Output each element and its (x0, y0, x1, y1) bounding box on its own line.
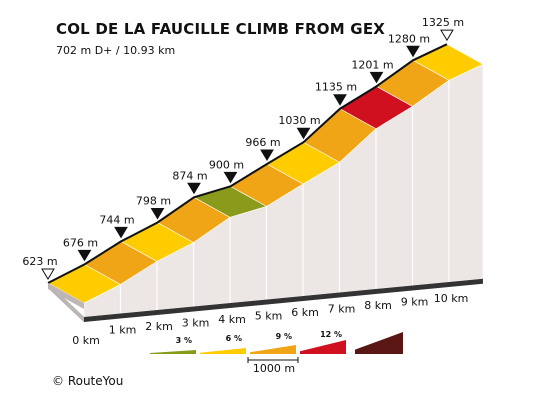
km-tick-label-8: 8 km (364, 299, 392, 312)
km-tick-label-2: 2 km (145, 320, 173, 333)
elevation-label-5: 900 m (209, 158, 244, 171)
elevation-marker-10 (406, 45, 420, 58)
legend-ramp-4 (355, 332, 403, 354)
legend-label-0: 3 % (176, 336, 192, 345)
chart-subtitle: 702 m D+ / 10.93 km (56, 44, 176, 57)
elevation-marker-5 (223, 171, 238, 184)
elevation-label-3: 798 m (136, 195, 171, 208)
elevation-marker-6 (260, 149, 274, 161)
elevation-marker-4 (187, 182, 201, 195)
profile-top-edge (47, 43, 448, 284)
legend-ramp-3 (300, 340, 346, 354)
km-tick-label-10: 10 km (434, 292, 469, 305)
km-tick-label-4: 4 km (218, 313, 246, 326)
elevation-label-10: 1280 m (388, 32, 430, 45)
km-tick-label-7: 7 km (328, 303, 356, 316)
km-tick-label-9: 9 km (401, 296, 429, 309)
elevation-marker-11 (440, 29, 454, 42)
legend-scale-label: 1000 m (253, 362, 295, 375)
legend-label-3: 12 % (320, 330, 342, 339)
legend-label-2: 9 % (276, 332, 292, 341)
km-tick-label-3: 3 km (182, 317, 210, 330)
elevation-marker-1 (77, 249, 92, 262)
elevation-label-1: 676 m (63, 236, 98, 249)
legend-label-1: 6 % (226, 334, 242, 343)
elevation-label-0: 623 m (22, 255, 57, 268)
km-tick-label-1: 1 km (109, 324, 137, 337)
elevation-marker-8 (333, 94, 347, 106)
profile-start-cap (48, 283, 84, 309)
elevation-marker-0 (41, 268, 55, 280)
elevation-marker-2 (114, 226, 128, 239)
elevation-label-7: 1030 m (278, 114, 320, 127)
km-tick-label-5: 5 km (255, 310, 283, 323)
legend-ramp-2 (250, 345, 296, 354)
km-tick-label-6: 6 km (291, 306, 319, 319)
elevation-marker-9 (369, 71, 384, 84)
elevation-marker-7 (296, 127, 311, 140)
elevation-marker-3 (150, 208, 165, 220)
legend-ramp-1 (200, 348, 246, 354)
elevation-label-9: 1201 m (351, 58, 393, 71)
elevation-label-11: 1325 m (422, 16, 464, 29)
elevation-label-6: 966 m (245, 136, 280, 149)
elevation-label-4: 874 m (172, 169, 207, 182)
legend-ramp-0 (150, 350, 196, 354)
km-tick-label-0: 0 km (72, 334, 100, 347)
routeyou-credit: © RouteYou (52, 374, 124, 388)
elevation-label-2: 744 m (99, 213, 134, 226)
elevation-label-8: 1135 m (315, 81, 357, 94)
profile-base-strip (48, 278, 483, 322)
chart-title: COL DE LA FAUCILLE CLIMB FROM GEX (56, 20, 386, 38)
